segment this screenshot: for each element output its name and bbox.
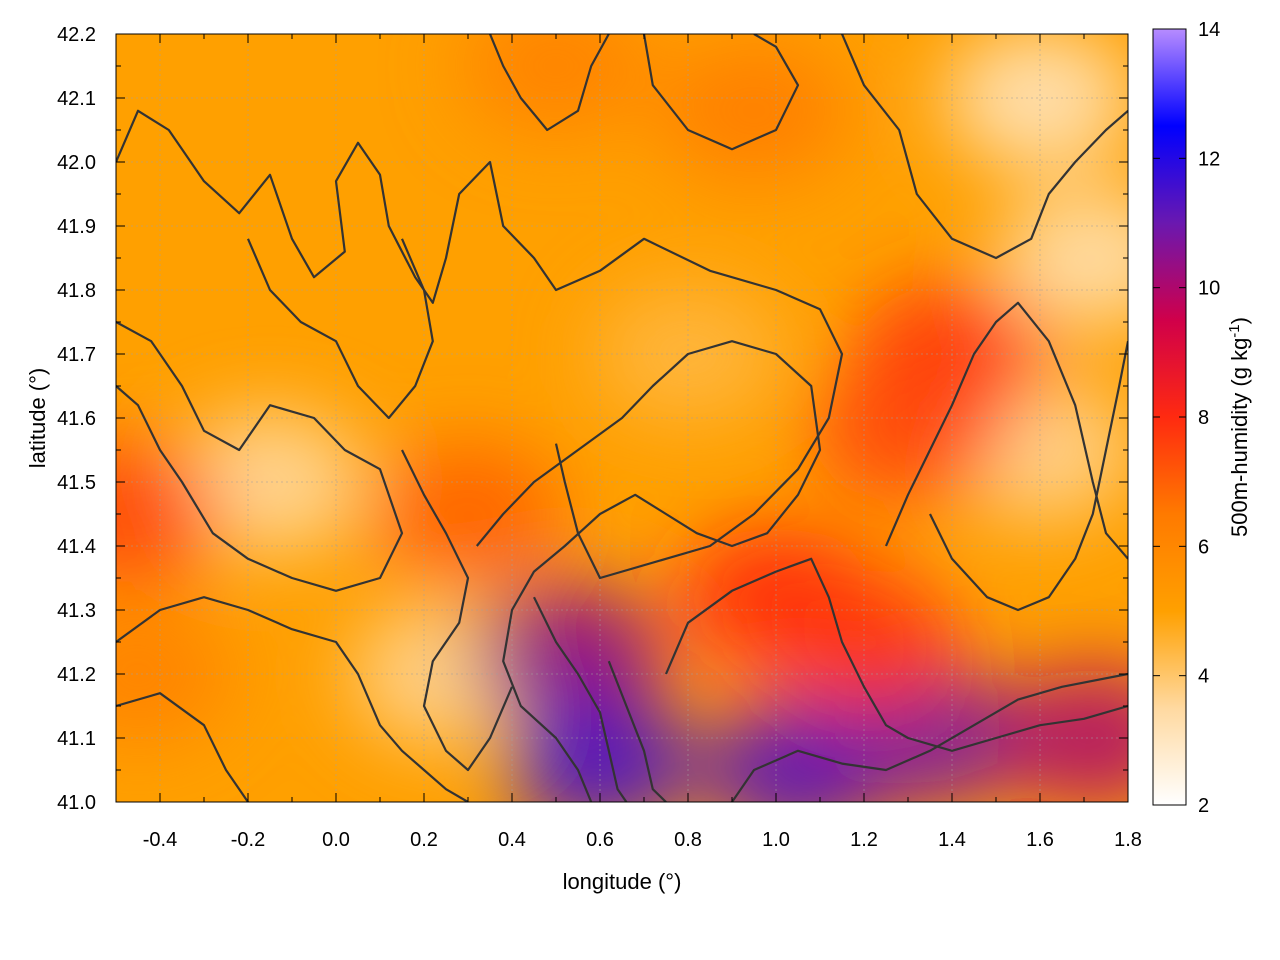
x-tick-label: 0.2 <box>410 829 438 851</box>
plot-area: -0.4 -0.2 0.0 0.2 0.4 0.6 0.8 1.0 1.2 1.4 1.6 1.8 41… <box>57 24 1142 851</box>
field-cell <box>813 360 1003 501</box>
y-tick-label: 41.2 <box>57 664 96 686</box>
colorbar-tick-label: 10 <box>1198 278 1220 300</box>
y-axis-title: latitude (°) <box>25 368 50 469</box>
y-tick-label: 41.8 <box>57 280 96 302</box>
field-cell <box>116 604 233 744</box>
contour-line <box>116 109 844 580</box>
field-cell <box>659 40 849 181</box>
y-tick-label: 41.3 <box>57 600 96 622</box>
colorbar-tick-label: 6 <box>1198 536 1209 558</box>
contour-line <box>116 596 469 802</box>
humidity-field <box>116 34 1128 802</box>
contour-line <box>731 672 1128 802</box>
colorbar-tick-label: 8 <box>1198 407 1209 429</box>
contour-line <box>401 449 514 772</box>
colorbar-tick-label: 2 <box>1198 795 1209 817</box>
y-tick-label: 42.1 <box>57 88 96 110</box>
x-tick-label: 1.4 <box>938 829 966 851</box>
contour-line <box>116 692 249 802</box>
x-tick-label: 1.6 <box>1026 829 1054 851</box>
contour-line <box>475 340 822 802</box>
grid <box>116 34 1128 802</box>
contour-line <box>533 596 628 802</box>
contour-line <box>664 557 1128 752</box>
field-cell <box>769 572 959 712</box>
field-cell <box>474 584 665 725</box>
field-cell <box>945 34 1128 168</box>
axis-ticks: -0.4 -0.2 0.0 0.2 0.4 0.6 0.8 1.0 1.2 1.4 1.6 1.8 41… <box>57 24 1142 851</box>
field-cell <box>373 444 563 584</box>
colorbar-tick-label: 14 <box>1198 19 1220 41</box>
y-tick-label: 41.9 <box>57 216 96 238</box>
y-tick-label: 41.0 <box>57 792 96 814</box>
colorbar: 2 4 6 8 10 12 14 500m-humidity (g kg-1) <box>1152 19 1252 817</box>
x-tick-label: -0.2 <box>231 829 265 851</box>
x-tick-label: 0.6 <box>586 829 614 851</box>
y-tick-label: 42.0 <box>57 152 96 174</box>
contour-line <box>116 321 404 592</box>
y-tick-label: 42.2 <box>57 24 96 46</box>
y-tick-label: 41.1 <box>57 728 96 750</box>
x-tick-label: 0.4 <box>498 829 526 851</box>
x-axis-title: longitude (°) <box>563 869 682 894</box>
field-cell <box>997 188 1128 328</box>
contour-line <box>840 34 1128 260</box>
contour-line <box>488 34 610 132</box>
colorbar-tick-label: 12 <box>1198 148 1220 170</box>
contour-line <box>246 238 434 420</box>
x-tick-label: 0.0 <box>322 829 350 851</box>
field-cell <box>997 668 1128 802</box>
y-tick-label: 41.7 <box>57 344 96 366</box>
field-cell <box>116 444 220 584</box>
x-tick-label: 1.8 <box>1114 829 1142 851</box>
colorbar-tick-label: 4 <box>1198 666 1209 688</box>
contour-line <box>642 34 800 151</box>
x-tick-label: 1.0 <box>762 829 790 851</box>
x-tick-label: 0.8 <box>674 829 702 851</box>
contour-lines <box>116 34 1128 802</box>
contour-line <box>884 301 1128 560</box>
field-cell <box>505 693 695 802</box>
y-tick-label: 41.5 <box>57 472 96 494</box>
y-tick-label: 41.6 <box>57 408 96 430</box>
contour-line <box>607 660 667 802</box>
x-tick-label: 1.2 <box>850 829 878 851</box>
contour-line <box>929 340 1128 612</box>
field-cell <box>461 34 651 136</box>
field-cell <box>175 412 365 552</box>
colorbar-label: 500m-humidity (g kg-1) <box>1226 317 1252 537</box>
y-tick-label: 41.4 <box>57 536 96 558</box>
x-tick-label: -0.4 <box>143 829 177 851</box>
colorbar-ticks: 2 4 6 8 10 12 14 <box>1153 19 1220 817</box>
